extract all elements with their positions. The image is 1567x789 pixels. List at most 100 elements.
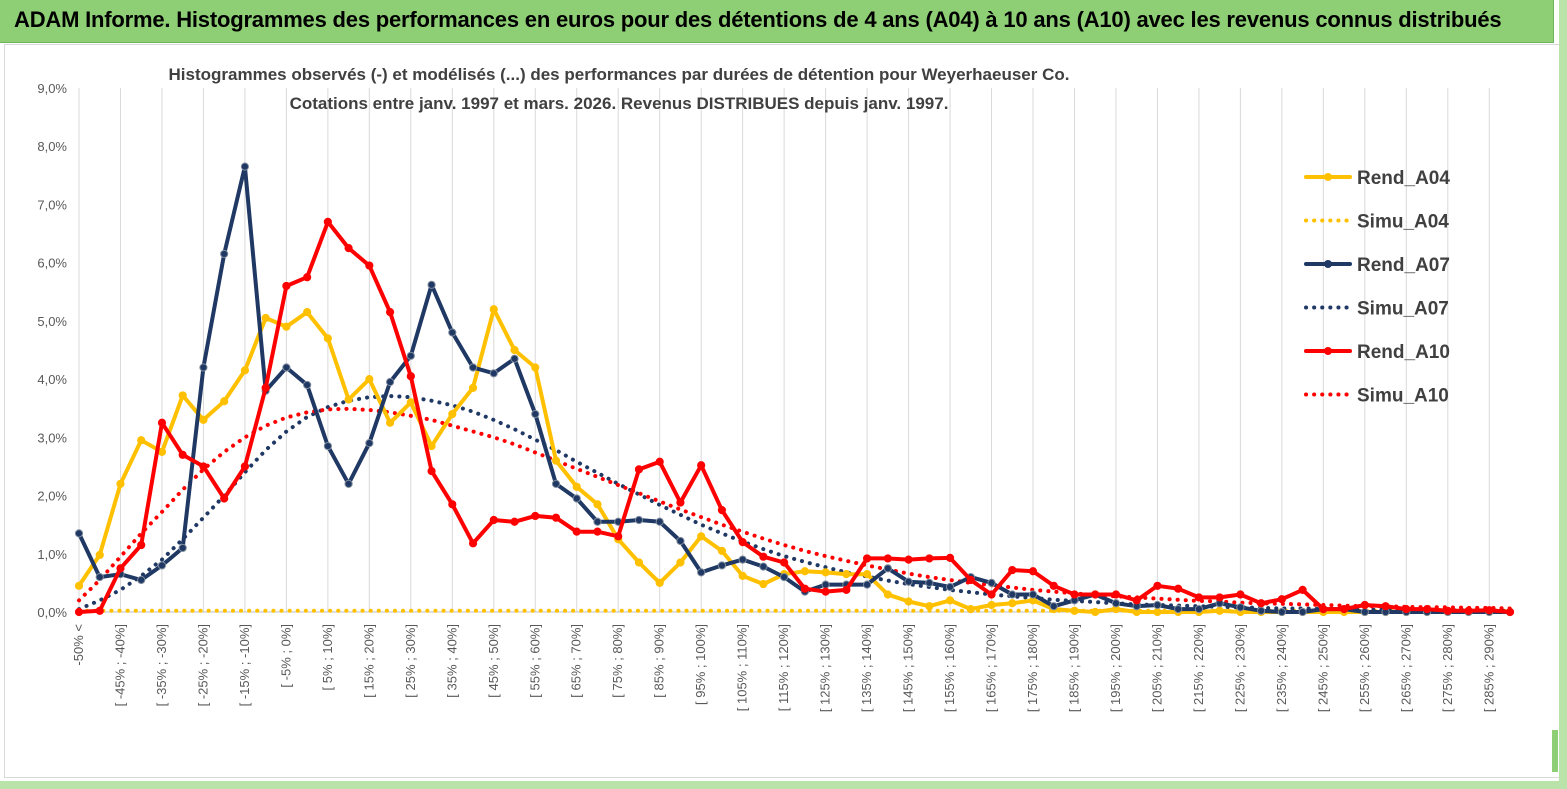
- legend-marker: [1324, 347, 1332, 355]
- data-point-rend_a04: [199, 415, 208, 424]
- data-point-rend_a10: [634, 465, 644, 474]
- data-point-rend_a07: [385, 377, 395, 387]
- data-point-rend_a10: [1194, 593, 1204, 602]
- data-point-rend_a07: [883, 564, 892, 573]
- x-tick-label: [ 265% ; 270%]: [1398, 624, 1413, 712]
- data-point-rend_a07: [1277, 607, 1286, 617]
- data-point-rend_a10: [572, 527, 581, 536]
- x-tick-label: [ 225% ; 230%]: [1232, 624, 1247, 712]
- data-point-rend_a10: [655, 457, 664, 466]
- data-point-rend_a07: [717, 561, 727, 570]
- data-point-rend_a07: [1174, 604, 1183, 614]
- data-point-rend_a07: [1236, 603, 1245, 612]
- data-point-rend_a10: [1402, 604, 1411, 614]
- x-tick-label: -50% <: [71, 624, 86, 666]
- data-point-rend_a10: [1215, 593, 1224, 602]
- window-edge-right: [1559, 0, 1567, 789]
- data-point-rend_a04: [1070, 606, 1079, 615]
- data-point-rend_a07: [904, 577, 913, 586]
- series-lines: [74, 162, 1515, 617]
- data-point-rend_a07: [406, 351, 415, 360]
- data-point-rend_a10: [738, 538, 747, 547]
- x-tick-label: [ 215% ; 220%]: [1191, 624, 1206, 712]
- data-point-rend_a10: [1236, 590, 1245, 599]
- x-tick-label: [ -5% ; 0%]: [278, 624, 293, 688]
- data-point-rend_a10: [74, 607, 84, 617]
- data-point-rend_a07: [1049, 602, 1058, 611]
- data-point-rend_a10: [1153, 581, 1162, 590]
- x-tick-label: [ 275% ; 280%]: [1440, 624, 1455, 712]
- x-tick-label: [ -15% ; -10%]: [237, 624, 252, 706]
- x-tick-label: [ 205% ; 210%]: [1149, 624, 1164, 712]
- data-point-rend_a07: [697, 568, 706, 577]
- data-point-rend_a07: [531, 409, 540, 419]
- data-point-rend_a04: [966, 604, 975, 614]
- data-point-rend_a04: [95, 550, 104, 560]
- data-point-rend_a10: [448, 500, 457, 509]
- data-point-rend_a10: [240, 462, 250, 471]
- data-point-rend_a04: [697, 532, 706, 541]
- data-point-rend_a10: [531, 511, 540, 521]
- data-point-rend_a07: [738, 555, 747, 564]
- data-point-rend_a10: [593, 527, 602, 536]
- data-point-rend_a10: [406, 372, 415, 381]
- data-point-rend_a10: [1505, 607, 1515, 617]
- data-point-rend_a04: [1091, 607, 1100, 617]
- data-point-rend_a10: [1111, 590, 1121, 599]
- data-point-rend_a04: [344, 395, 353, 404]
- data-point-rend_a07: [593, 517, 602, 526]
- data-point-rend_a10: [1008, 565, 1017, 575]
- series-line-rend_a07: [77, 164, 1512, 614]
- data-point-rend_a04: [1153, 607, 1162, 617]
- data-point-rend_a04: [448, 409, 457, 419]
- data-point-rend_a04: [1215, 606, 1224, 615]
- y-tick-label: 9,0%: [37, 81, 67, 96]
- data-point-rend_a10: [1049, 581, 1058, 590]
- data-point-rend_a10: [925, 554, 934, 563]
- data-point-rend_a10: [1319, 604, 1328, 614]
- data-point-rend_a10: [220, 494, 229, 503]
- x-tick-label: [ 105% ; 110%]: [735, 624, 750, 711]
- x-tick-label: [ 5% ; 10%]: [320, 624, 335, 690]
- data-point-rend_a04: [925, 602, 934, 611]
- legend-label: Rend_A07: [1357, 255, 1450, 276]
- data-point-rend_a04: [116, 479, 125, 489]
- data-point-rend_a04: [676, 558, 685, 567]
- data-point-rend_a07: [1153, 600, 1162, 610]
- data-point-rend_a10: [842, 585, 851, 594]
- data-point-rend_a07: [1111, 599, 1121, 608]
- data-point-rend_a10: [551, 513, 561, 522]
- data-point-rend_a10: [1381, 602, 1390, 611]
- data-point-rend_a04: [406, 398, 415, 407]
- x-tick-label: [ 55% ; 60%]: [527, 624, 542, 698]
- legend-marker: [1324, 173, 1332, 181]
- data-point-rend_a10: [987, 590, 996, 599]
- x-tick-label: [ 175% ; 180%]: [1025, 624, 1040, 712]
- grid-lines: [78, 88, 1490, 612]
- data-point-rend_a10: [510, 517, 519, 526]
- y-tick-label: 6,0%: [37, 256, 67, 271]
- data-point-rend_a10: [137, 540, 146, 550]
- x-tick-label: [ 155% ; 160%]: [942, 624, 957, 712]
- data-point-rend_a10: [344, 244, 353, 253]
- data-point-rend_a10: [1174, 584, 1183, 593]
- data-point-rend_a04: [489, 305, 498, 314]
- data-point-rend_a10: [385, 308, 395, 317]
- data-point-rend_a07: [759, 562, 768, 571]
- legend-label: Simu_A04: [1357, 212, 1449, 233]
- data-point-rend_a04: [531, 363, 540, 372]
- data-point-rend_a04: [178, 391, 187, 400]
- data-point-rend_a07: [1257, 606, 1266, 615]
- data-point-rend_a04: [220, 397, 229, 406]
- data-point-rend_a10: [95, 606, 104, 615]
- data-point-rend_a10: [261, 383, 270, 392]
- data-point-rend_a04: [738, 571, 747, 581]
- y-tick-label: 3,0%: [37, 430, 67, 445]
- x-tick-label: [ 165% ; 170%]: [984, 624, 999, 712]
- x-tick-label: [ 95% ; 100%]: [693, 624, 708, 705]
- data-point-rend_a04: [883, 590, 892, 599]
- x-tick-label: [ 255% ; 260%]: [1357, 624, 1372, 712]
- data-point-rend_a07: [199, 363, 208, 372]
- data-point-rend_a04: [842, 570, 851, 579]
